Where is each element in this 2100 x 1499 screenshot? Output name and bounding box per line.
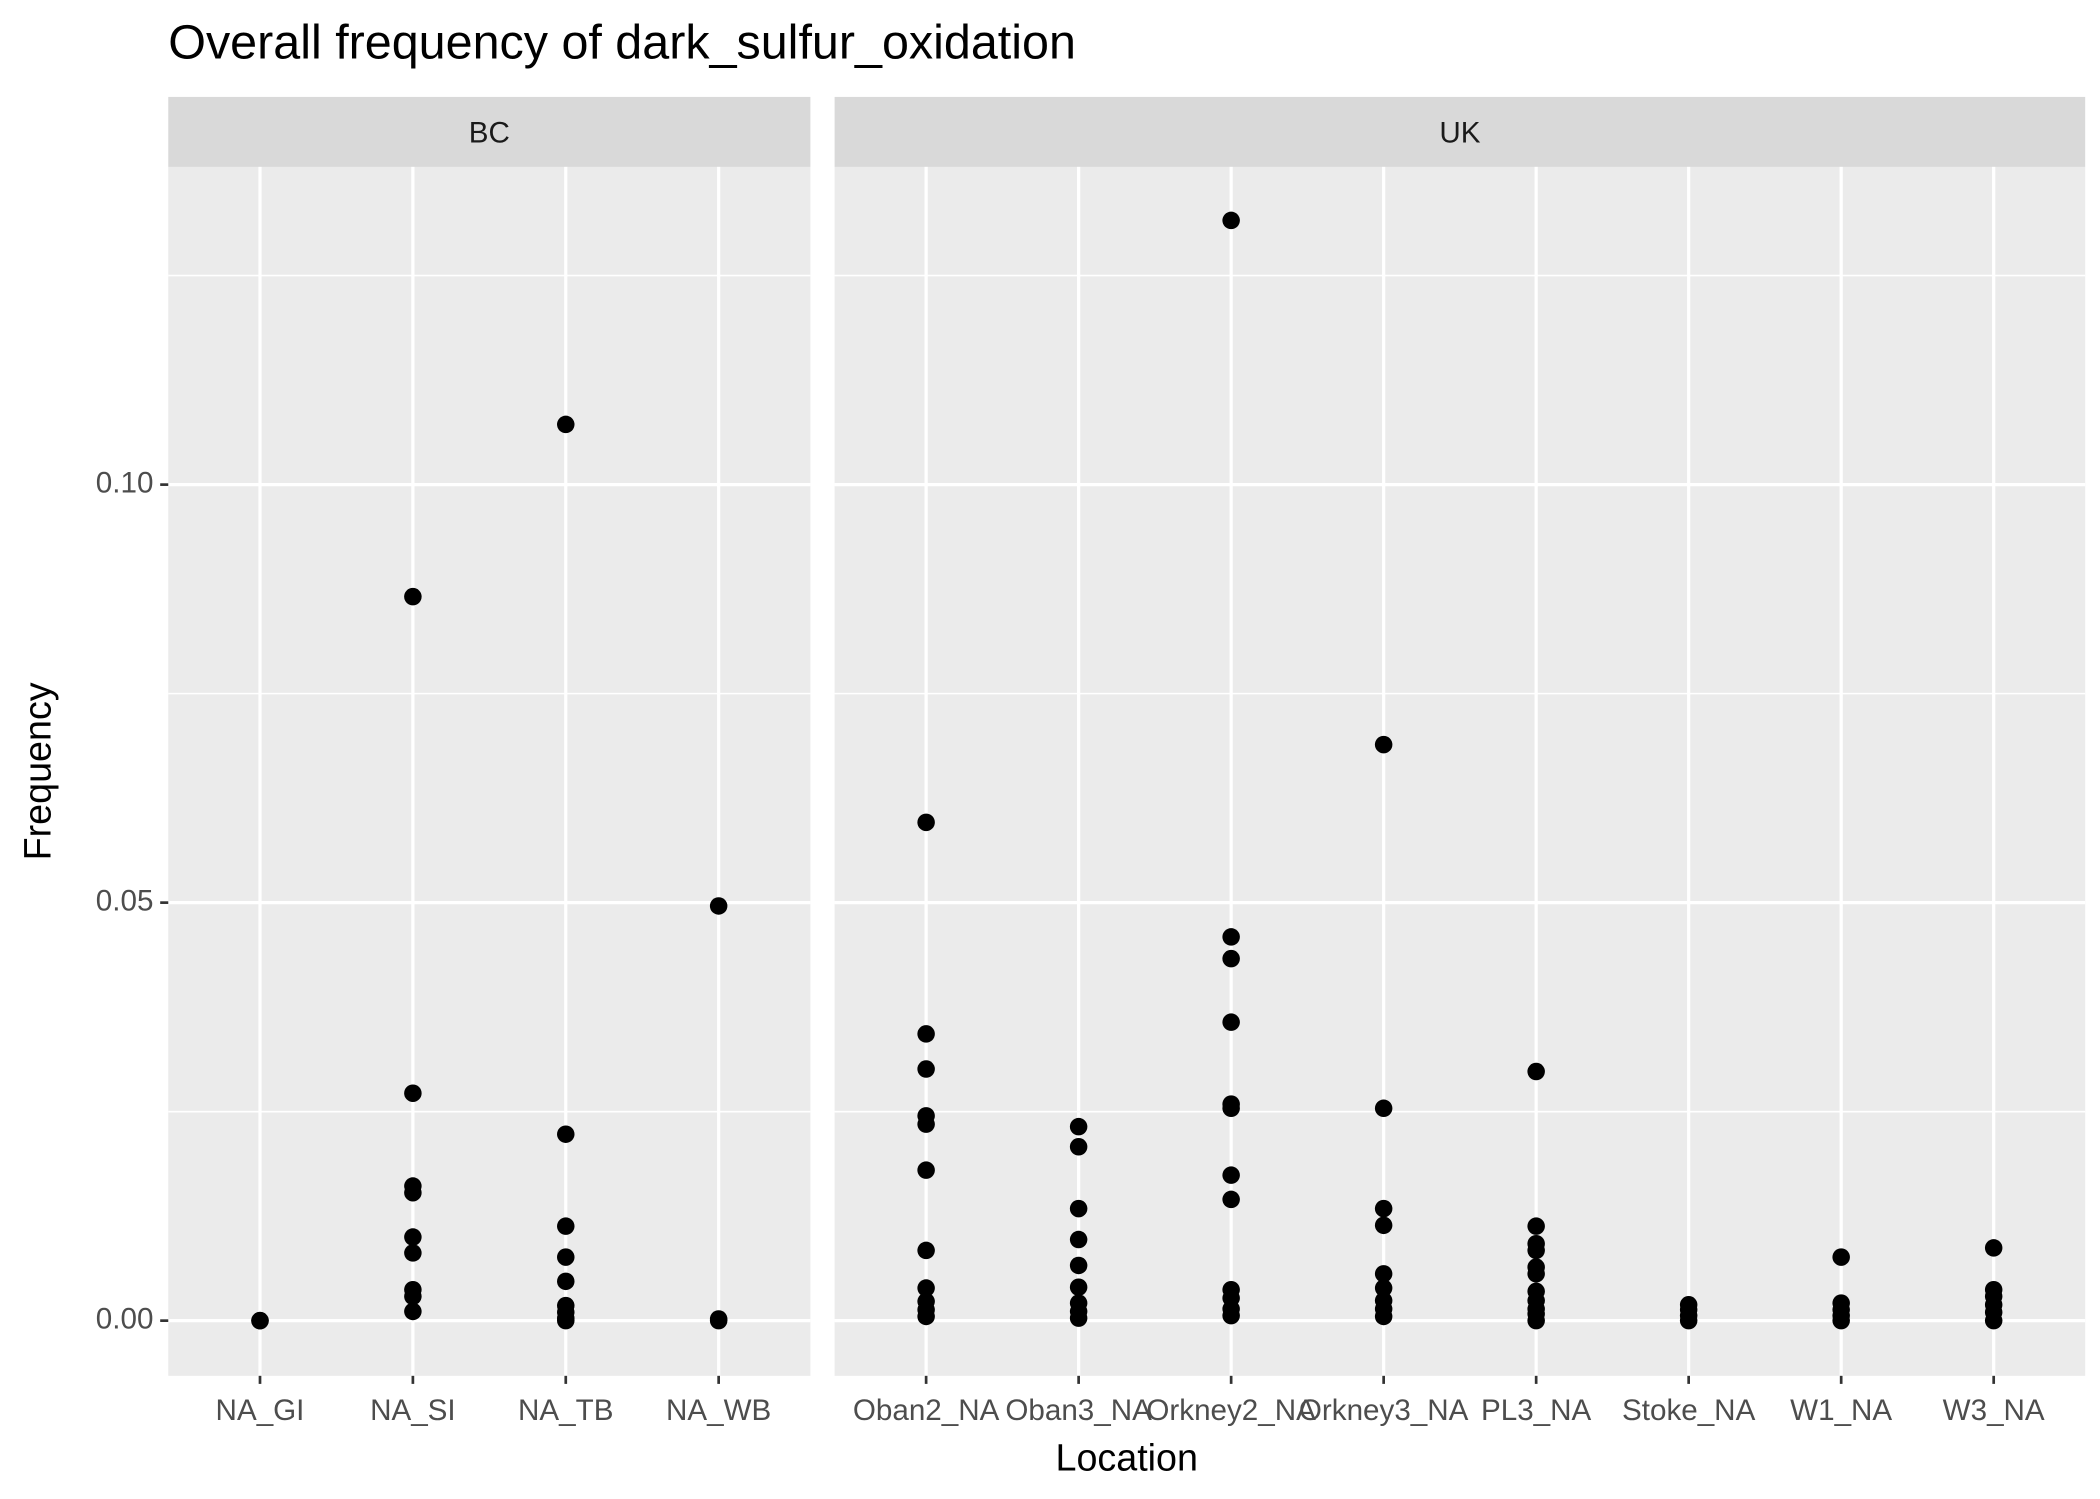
point (1069, 1309, 1088, 1327)
point (917, 1307, 935, 1326)
point (1527, 1265, 1545, 1283)
x-axis-label: Location (1055, 1437, 1197, 1479)
point (709, 897, 728, 915)
chart-title: Overall frequency of dark_sulfur_oxidati… (168, 16, 1076, 70)
point (1832, 1248, 1850, 1266)
point (709, 1311, 728, 1330)
point (1984, 1239, 2003, 1257)
point (917, 1241, 935, 1260)
point (1222, 1099, 1240, 1118)
point (1069, 1278, 1088, 1296)
point (404, 1183, 422, 1202)
point (404, 1084, 422, 1102)
point (1069, 1117, 1088, 1136)
x-tick-label: Orkney2_NA (1146, 1394, 1316, 1427)
point (251, 1311, 269, 1330)
panel-strip (168, 96, 811, 167)
x-tick-label: Oban2_NA (853, 1394, 1000, 1427)
point (1069, 1138, 1088, 1156)
point (1222, 1306, 1240, 1325)
x-tick-label: NA_TB (518, 1394, 613, 1427)
point (1832, 1311, 1850, 1330)
x-tick-label: NA_WB (666, 1394, 771, 1427)
point (1527, 1311, 1545, 1330)
point (1069, 1230, 1088, 1249)
point (404, 1244, 422, 1262)
point (917, 1025, 935, 1043)
y-tick-label: 0.10 (96, 466, 154, 499)
point (557, 415, 575, 434)
point (557, 1272, 575, 1291)
point (1374, 1279, 1393, 1297)
point (1222, 1013, 1240, 1031)
point (1222, 211, 1240, 230)
point (404, 1287, 422, 1306)
x-tick-label: NA_GI (216, 1394, 305, 1427)
x-tick-label: Orkney3_NA (1299, 1394, 1469, 1427)
point (917, 1279, 935, 1297)
point (1374, 1099, 1393, 1118)
panel-background (168, 166, 811, 1376)
x-tick-label: W3_NA (1943, 1394, 2045, 1427)
point (1527, 1217, 1545, 1235)
panel-strip (834, 96, 2086, 167)
y-tick-label: 0.05 (96, 884, 154, 917)
point (557, 1125, 575, 1143)
point (917, 1161, 935, 1179)
point (404, 1302, 422, 1321)
point (1374, 1307, 1393, 1326)
x-tick-label: NA_SI (370, 1394, 456, 1427)
x-tick-label: Oban3_NA (1005, 1394, 1152, 1427)
point (1527, 1241, 1545, 1260)
panel-background (834, 166, 2086, 1376)
point (404, 1228, 422, 1246)
point (1222, 1190, 1240, 1209)
point (1679, 1311, 1698, 1330)
y-axis-label: Frequency (16, 682, 58, 860)
point (917, 1115, 935, 1133)
point (557, 1217, 575, 1235)
point (1222, 949, 1240, 968)
point (1374, 735, 1393, 754)
point (1527, 1062, 1545, 1081)
point (1069, 1199, 1088, 1218)
point (557, 1248, 575, 1266)
point (1222, 928, 1240, 946)
point (1984, 1311, 2003, 1330)
x-tick-label: Stoke_NA (1622, 1394, 1756, 1427)
point (557, 1311, 575, 1330)
point (917, 1060, 935, 1078)
point (1069, 1256, 1088, 1275)
x-tick-label: PL3_NA (1481, 1394, 1592, 1427)
point (1222, 1166, 1240, 1184)
point (1374, 1199, 1393, 1218)
point (404, 587, 422, 606)
panel-label: BC (469, 116, 510, 149)
point (917, 813, 935, 832)
point (1374, 1216, 1393, 1235)
panel-label: UK (1439, 116, 1480, 149)
x-tick-label: W1_NA (1790, 1394, 1892, 1427)
y-tick-label: 0.00 (96, 1302, 154, 1335)
point (1374, 1265, 1393, 1283)
